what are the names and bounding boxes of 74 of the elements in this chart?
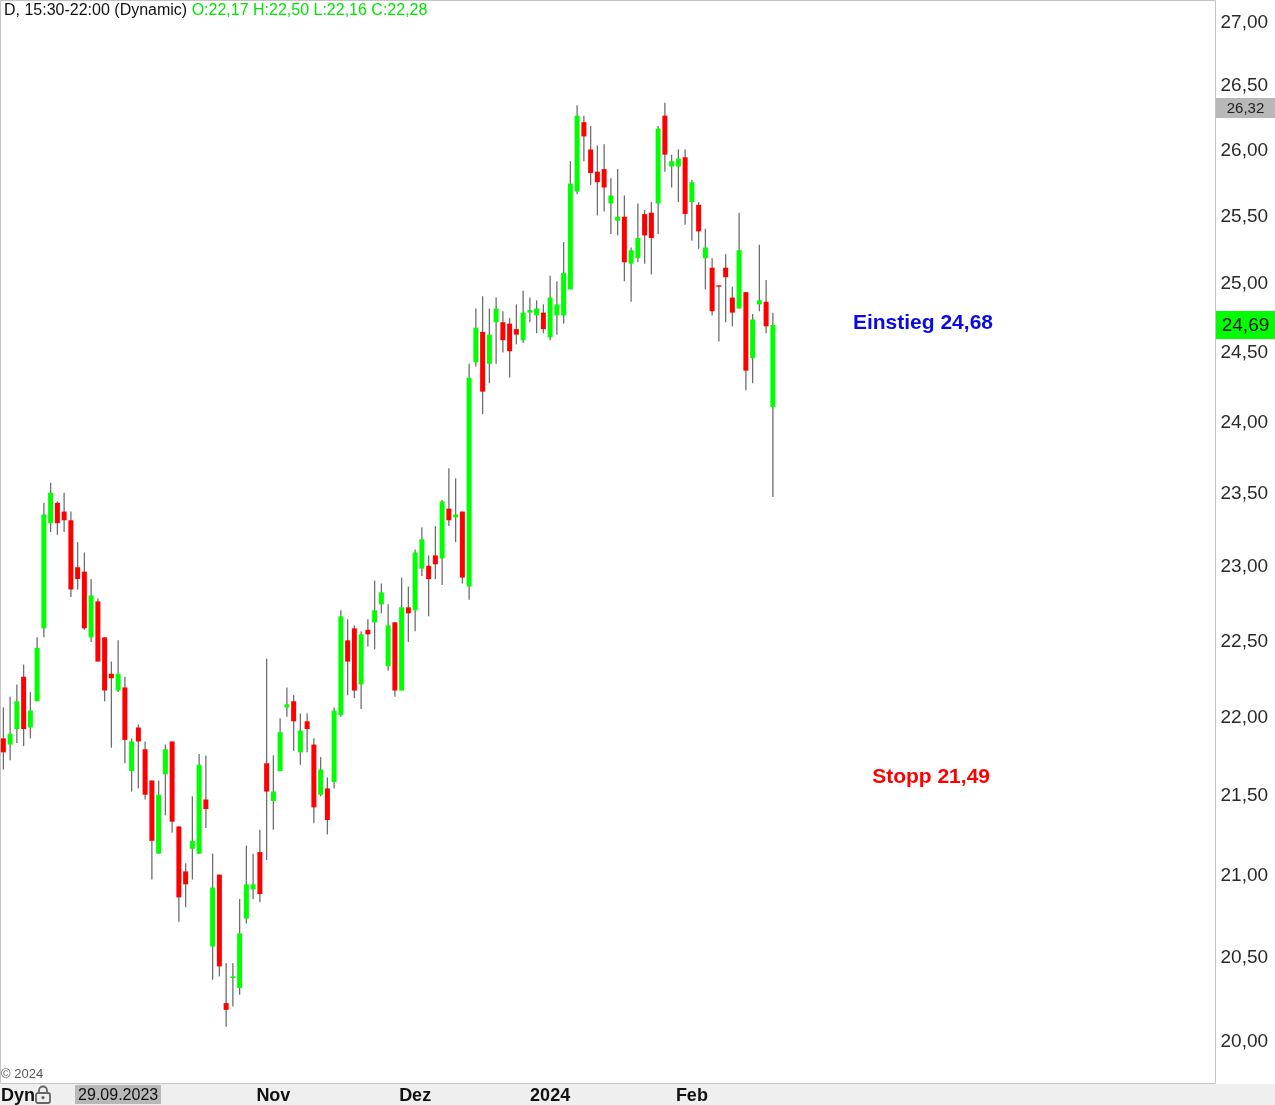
candlestick xyxy=(291,694,297,752)
annotation: Einstieg 24,68 xyxy=(852,310,993,334)
candlestick xyxy=(540,303,546,334)
x-tick-label: Dez xyxy=(399,1084,432,1105)
candlestick xyxy=(513,303,519,345)
candlestick xyxy=(7,696,13,761)
y-tick-label: 24,50 xyxy=(1220,340,1269,362)
candlestick xyxy=(189,795,195,881)
candlestick xyxy=(729,286,735,328)
x-tick-label: 2024 xyxy=(530,1084,571,1105)
candlestick xyxy=(453,477,459,543)
candlestick xyxy=(372,579,378,651)
x-tick-label: Nov xyxy=(256,1084,291,1105)
candlestick xyxy=(27,691,33,739)
candlestick xyxy=(54,500,60,536)
candlestick xyxy=(601,143,607,213)
x-tick-label: 29.09.2023 xyxy=(78,1085,159,1103)
x-tick-label: Feb xyxy=(675,1084,708,1105)
candlestick xyxy=(61,492,67,533)
chart-subtitle: O:22,17 H:22,50 L:22,16 C:22,28 xyxy=(191,1,428,18)
y-tick-label: 20,50 xyxy=(1220,945,1269,967)
candlestick xyxy=(581,115,587,162)
candlestick xyxy=(297,712,303,766)
candlestick xyxy=(446,467,452,527)
y-tick-label: 23,50 xyxy=(1220,482,1269,504)
candlestick xyxy=(500,310,506,354)
candlestick xyxy=(223,962,229,1028)
candlestick xyxy=(0,706,6,771)
candlestick xyxy=(270,754,276,831)
candlestick xyxy=(115,639,121,693)
annotation: © 2024 xyxy=(1,1066,44,1081)
y-tick-label: 26,50 xyxy=(1220,74,1269,96)
text: 24,69 xyxy=(1216,311,1275,339)
candlestick xyxy=(426,554,432,617)
y-tick-label: 26,00 xyxy=(1220,138,1269,160)
candlestick xyxy=(75,541,81,591)
chart-title: D, 15:30-22:00 (Dynamic) xyxy=(4,1,188,18)
candlestick xyxy=(230,962,236,1008)
candlestick xyxy=(615,168,621,237)
candlestick xyxy=(669,154,675,189)
candlestick xyxy=(250,853,256,900)
y-tick-label: 25,00 xyxy=(1220,272,1269,294)
candlestick xyxy=(723,253,729,323)
candlestick xyxy=(689,178,695,242)
y-tick-label: 22,50 xyxy=(1220,629,1269,651)
candlestick xyxy=(432,525,438,580)
candlestick xyxy=(345,618,351,696)
text: Dyn xyxy=(1,1085,36,1105)
y-tick-label: 27,00 xyxy=(1220,10,1269,32)
y-tick-label: 25,50 xyxy=(1220,204,1269,226)
y-tick-label: 20,00 xyxy=(1220,1029,1269,1051)
candlestick xyxy=(203,754,209,829)
candlestick xyxy=(642,209,648,265)
candlestick xyxy=(405,585,411,643)
candlestick xyxy=(183,862,189,908)
candlestick xyxy=(588,125,594,186)
candlestick xyxy=(284,686,290,718)
y-tick-label: 23,00 xyxy=(1220,555,1269,577)
candlestick xyxy=(493,296,499,365)
candlestick xyxy=(702,228,708,291)
candlestick xyxy=(378,582,384,614)
candlestick xyxy=(304,712,310,754)
y-tick-label: 21,00 xyxy=(1220,864,1269,886)
text: 26,32 xyxy=(1216,98,1275,118)
annotation: Stopp 21,49 xyxy=(872,764,990,788)
candlestick xyxy=(135,723,141,790)
candlestick xyxy=(756,244,762,312)
candlestick xyxy=(608,177,614,235)
y-tick-label: 21,50 xyxy=(1220,784,1269,806)
candlestick xyxy=(527,296,533,323)
candlestick xyxy=(675,148,681,203)
y-tick-label: 24,00 xyxy=(1220,410,1269,432)
y-tick-label: 22,00 xyxy=(1220,706,1269,728)
candlestick xyxy=(594,144,600,217)
